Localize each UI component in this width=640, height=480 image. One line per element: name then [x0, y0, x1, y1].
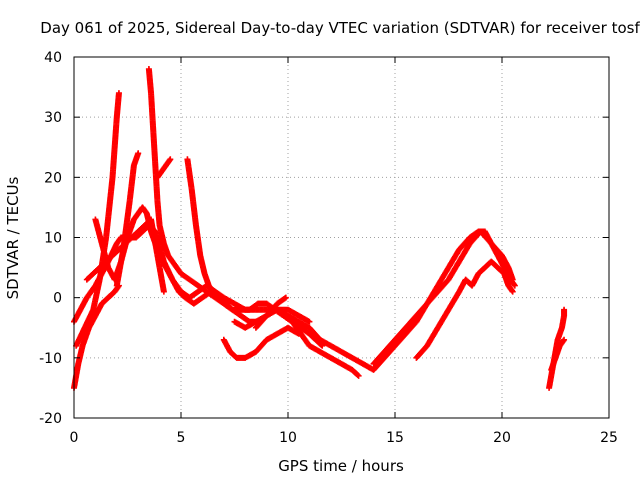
series-track-13 [413, 258, 516, 361]
series-track-6 [145, 66, 362, 379]
series-track-7 [154, 156, 174, 181]
x-axis-title: GPS time / hours [278, 457, 404, 475]
x-tick-label: 5 [177, 430, 186, 446]
y-tick-label: -20 [39, 411, 62, 427]
series-track-15 [548, 336, 568, 373]
data-point [509, 288, 516, 295]
gridlines [74, 57, 609, 418]
x-tick-label: 10 [279, 430, 297, 446]
data-points [71, 66, 568, 391]
y-tick-labels: -20 -10 0 10 20 30 40 [39, 50, 62, 427]
series-track-16 [83, 216, 167, 295]
series-track-3 [73, 90, 122, 349]
x-tick-label: 0 [70, 430, 79, 446]
series-track-5 [113, 150, 142, 289]
data-point [282, 294, 289, 301]
series-track-11 [252, 294, 289, 331]
data-point [561, 306, 568, 313]
data-point [509, 276, 516, 283]
y-tick-label: 40 [44, 50, 62, 66]
y-tick-label: -10 [39, 351, 62, 367]
data-point [318, 341, 325, 348]
y-tick-label: 0 [53, 291, 62, 307]
series-track-12 [370, 228, 516, 367]
data-point [561, 336, 568, 343]
series-track-8 [184, 156, 326, 349]
y-tick-label: 20 [44, 170, 62, 186]
x-tick-labels: 0 5 10 15 20 25 [70, 430, 618, 446]
series-track-9 [220, 324, 302, 361]
data-point [135, 150, 142, 157]
chart-title: Day 061 of 2025, Sidereal Day-to-day VTE… [40, 19, 640, 37]
axis-ticks [73, 56, 610, 419]
x-tick-label: 20 [493, 430, 511, 446]
x-tick-label: 15 [386, 430, 404, 446]
data-point [115, 90, 122, 97]
y-tick-label: 10 [44, 231, 62, 247]
x-tick-label: 25 [600, 430, 618, 446]
data-point [355, 372, 362, 379]
data-point [306, 318, 313, 325]
data-point [295, 330, 302, 337]
y-tick-label: 30 [44, 110, 62, 126]
y-axis-title: SDTVAR / TECUs [4, 176, 22, 299]
data-point [511, 282, 518, 289]
data-point [167, 156, 174, 163]
data-point [354, 372, 361, 379]
data-point [319, 342, 326, 349]
data-point [160, 288, 167, 295]
